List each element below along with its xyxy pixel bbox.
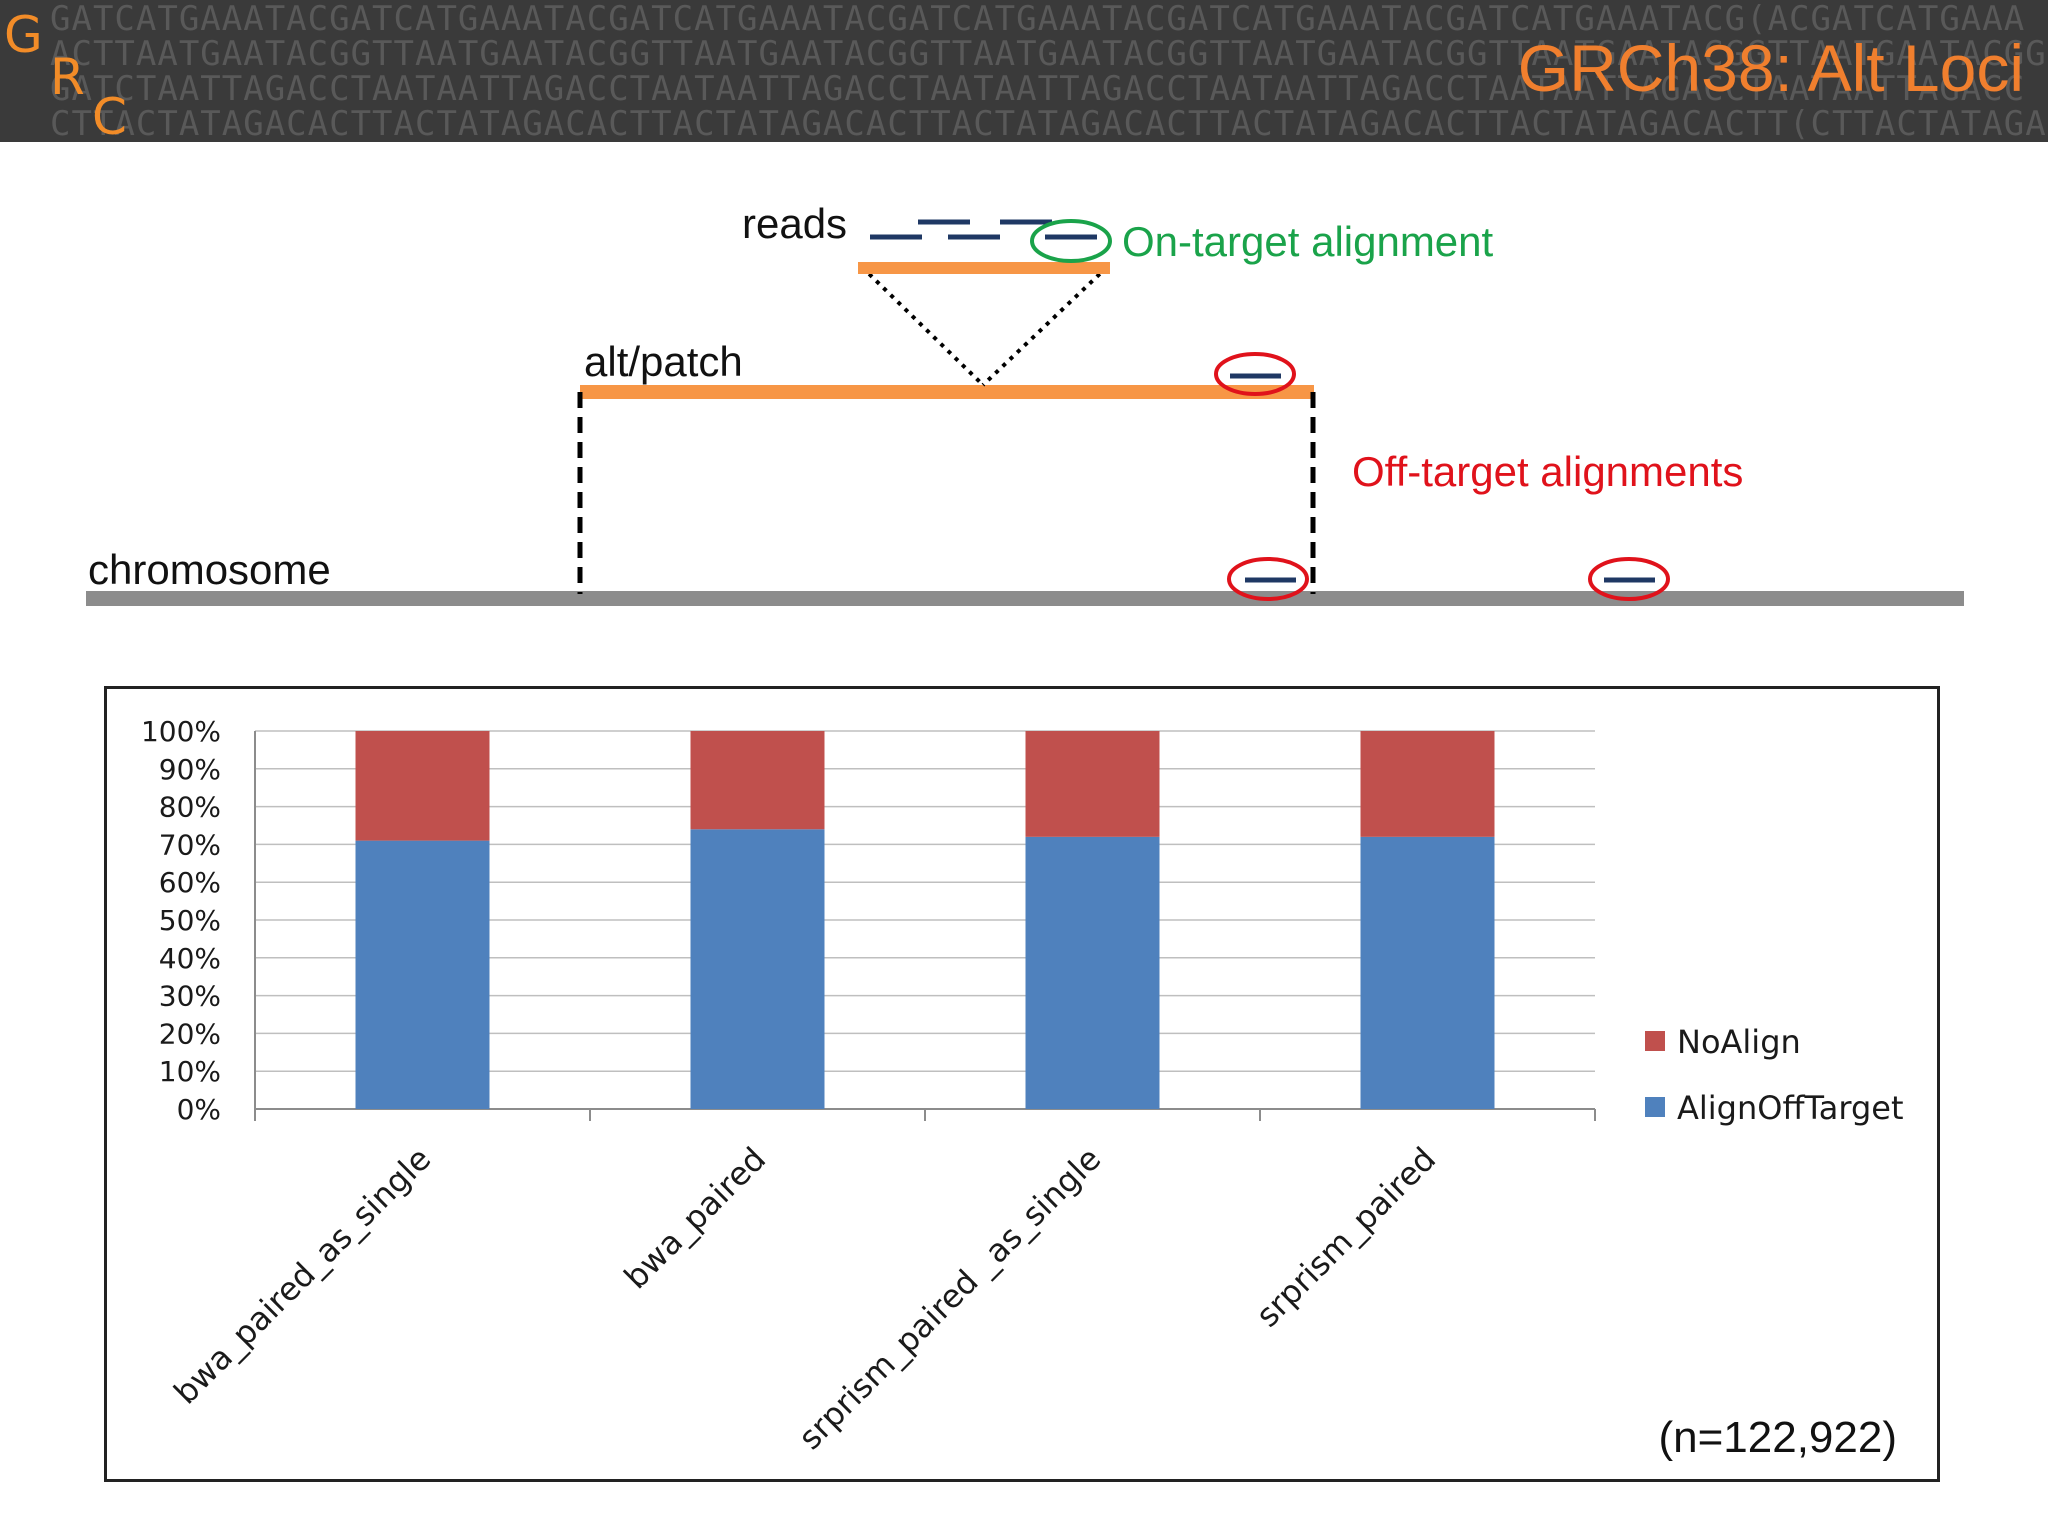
alignment-diagram: reads On-target alignment alt/patch Off-… bbox=[0, 142, 2048, 622]
grc-logo: G R C bbox=[0, 0, 140, 142]
legend-label-noalign: NoAlign bbox=[1677, 1023, 1801, 1061]
y-tick-label: 70% bbox=[159, 828, 221, 861]
off-target-circle-alt bbox=[1214, 352, 1296, 396]
sample-size-note: (n=122,922) bbox=[1658, 1413, 1897, 1462]
chromosome-bar bbox=[86, 591, 1964, 606]
on-target-label: On-target alignment bbox=[1122, 218, 1494, 265]
y-tick-label: 20% bbox=[159, 1017, 221, 1050]
legend-swatch-noalign bbox=[1645, 1031, 1665, 1051]
y-tick-label: 0% bbox=[177, 1093, 221, 1126]
y-tick-label: 100% bbox=[141, 715, 221, 748]
alt-patch-bar bbox=[580, 385, 1314, 399]
off-target-circle-chr-2 bbox=[1588, 557, 1670, 601]
bar-alignofftarget-1 bbox=[355, 840, 490, 1109]
bar-alignofftarget-3 bbox=[1025, 836, 1160, 1109]
bar-noalign-2 bbox=[690, 731, 825, 830]
bar-alignofftarget-2 bbox=[690, 829, 825, 1109]
bar-noalign-4 bbox=[1360, 731, 1495, 837]
y-tick-label: 40% bbox=[159, 942, 221, 975]
dna-sequence-row-3: GATCTAATTAGACCTAATAATTAGACCTAATAATTAGACC… bbox=[50, 69, 2026, 109]
alignment-diagram-svg bbox=[86, 219, 1964, 606]
x-category-label: bwa_paired_as_single bbox=[166, 1140, 438, 1412]
x-category-label: srprism_paired _as_single bbox=[791, 1140, 1108, 1457]
header-band: GATCATGAAATACGATCATGAAATACGATCATGAAATACG… bbox=[0, 0, 2048, 142]
slide-title: GRCh38: Alt Loci bbox=[1517, 31, 2024, 105]
y-tick-label: 30% bbox=[159, 980, 221, 1013]
y-tick-label: 10% bbox=[159, 1055, 221, 1088]
legend-swatch-alignofftarget bbox=[1645, 1097, 1665, 1117]
y-tick-label: 60% bbox=[159, 866, 221, 899]
chromosome-label: chromosome bbox=[88, 546, 331, 593]
x-category-label: bwa_paired bbox=[617, 1140, 774, 1297]
x-category-label: srprism_paired bbox=[1248, 1140, 1443, 1335]
bar-noalign-1 bbox=[355, 731, 490, 841]
dna-sequence-row-4: CTTACTATAGACACTTACTATAGACACTTACTATAGACAC… bbox=[50, 104, 2048, 142]
stacked-bar-chart: 0% 10% 20% 30% 40% 50% 60% 70% 80% 90% 100% bwa_pai… bbox=[141, 715, 1904, 1457]
reads-label: reads bbox=[742, 200, 848, 247]
chart-container: 0% 10% 20% 30% 40% 50% 60% 70% 80% 90% 100% bwa_pai… bbox=[104, 686, 1940, 1482]
zoom-line-right bbox=[981, 265, 1109, 387]
y-tick-label: 90% bbox=[159, 753, 221, 786]
off-target-label: Off-target alignments bbox=[1352, 448, 1744, 495]
alt-patch-label: alt/patch bbox=[584, 338, 743, 385]
logo-letter-c: C bbox=[92, 88, 127, 142]
y-tick-label: 50% bbox=[159, 904, 221, 937]
dna-sequence-row-2: ACTTAATGAATACGGTTAATGAATACGGTTAATGAATACG… bbox=[50, 34, 2047, 74]
zoom-line-left bbox=[860, 265, 985, 387]
legend-label-alignofftarget: AlignOffTarget bbox=[1677, 1089, 1904, 1127]
bar-alignofftarget-4 bbox=[1360, 836, 1495, 1109]
logo-letter-g: G bbox=[4, 6, 43, 64]
zoomed-segment-bar bbox=[858, 262, 1110, 274]
dna-sequence-row-1: GATCATGAAATACGATCATGAAATACGATCATGAAATACG… bbox=[50, 0, 2026, 39]
off-target-circle-chr-1 bbox=[1227, 557, 1309, 601]
logo-letter-r: R bbox=[50, 48, 85, 106]
bar-noalign-3 bbox=[1025, 731, 1160, 837]
on-target-circle bbox=[1030, 219, 1112, 263]
y-tick-label: 80% bbox=[159, 791, 221, 824]
